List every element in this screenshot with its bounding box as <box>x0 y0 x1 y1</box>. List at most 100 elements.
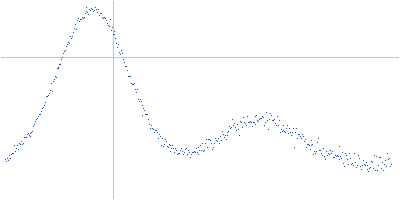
Point <box>372 168 378 172</box>
Point <box>50 80 56 83</box>
Point <box>46 88 53 92</box>
Point <box>76 18 83 21</box>
Point <box>257 116 264 120</box>
Point <box>218 138 224 141</box>
Point <box>379 160 385 164</box>
Point <box>341 165 348 168</box>
Point <box>196 149 203 152</box>
Point <box>31 123 38 126</box>
Point <box>255 120 262 123</box>
Point <box>28 130 35 133</box>
Point <box>142 112 148 115</box>
Point <box>3 159 10 162</box>
Point <box>278 129 285 133</box>
Point <box>4 156 10 159</box>
Point <box>246 120 252 123</box>
Point <box>268 114 274 117</box>
Point <box>362 160 369 163</box>
Point <box>300 134 306 137</box>
Point <box>93 7 99 10</box>
Point <box>324 154 330 157</box>
Point <box>232 126 238 129</box>
Point <box>35 115 41 118</box>
Point <box>98 11 104 14</box>
Point <box>241 120 247 124</box>
Point <box>167 144 174 147</box>
Point <box>299 132 305 136</box>
Point <box>269 119 275 122</box>
Point <box>228 126 234 129</box>
Point <box>249 120 256 123</box>
Point <box>22 136 28 139</box>
Point <box>171 150 178 153</box>
Point <box>243 123 249 126</box>
Point <box>339 150 346 153</box>
Point <box>283 127 290 130</box>
Point <box>39 106 45 109</box>
Point <box>296 132 302 135</box>
Point <box>267 111 273 114</box>
Point <box>76 20 82 23</box>
Point <box>8 152 14 156</box>
Point <box>347 156 353 159</box>
Point <box>344 157 350 160</box>
Point <box>378 166 384 170</box>
Point <box>234 123 240 126</box>
Point <box>12 149 18 153</box>
Point <box>281 129 288 132</box>
Point <box>198 148 204 152</box>
Point <box>327 149 333 152</box>
Point <box>82 10 89 13</box>
Point <box>302 146 309 149</box>
Point <box>353 166 359 169</box>
Point <box>25 133 32 137</box>
Point <box>288 134 294 137</box>
Point <box>322 158 328 161</box>
Point <box>62 48 68 51</box>
Point <box>178 147 184 150</box>
Point <box>230 124 236 127</box>
Point <box>11 144 17 147</box>
Point <box>336 158 343 161</box>
Point <box>345 163 351 166</box>
Point <box>192 150 198 153</box>
Point <box>54 66 61 69</box>
Point <box>216 142 222 145</box>
Point <box>29 129 36 132</box>
Point <box>116 50 122 53</box>
Point <box>69 34 75 37</box>
Point <box>91 9 98 12</box>
Point <box>188 150 195 154</box>
Point <box>290 126 296 129</box>
Point <box>333 153 340 157</box>
Point <box>20 135 27 139</box>
Point <box>253 114 260 117</box>
Point <box>130 81 137 84</box>
Point <box>368 159 374 162</box>
Point <box>155 136 161 139</box>
Point <box>26 134 33 137</box>
Point <box>121 60 127 64</box>
Point <box>102 19 109 22</box>
Point <box>41 103 47 106</box>
Point <box>366 166 373 170</box>
Point <box>295 132 301 135</box>
Point <box>170 147 176 150</box>
Point <box>127 75 133 78</box>
Point <box>122 64 128 67</box>
Point <box>239 125 245 128</box>
Point <box>251 114 258 117</box>
Point <box>136 99 142 102</box>
Point <box>260 116 266 119</box>
Point <box>271 117 277 120</box>
Point <box>118 48 124 52</box>
Point <box>343 154 350 157</box>
Point <box>134 98 141 101</box>
Point <box>46 92 52 95</box>
Point <box>72 23 78 26</box>
Point <box>220 133 226 136</box>
Point <box>220 135 227 139</box>
Point <box>197 144 204 147</box>
Point <box>305 144 312 147</box>
Point <box>384 151 390 154</box>
